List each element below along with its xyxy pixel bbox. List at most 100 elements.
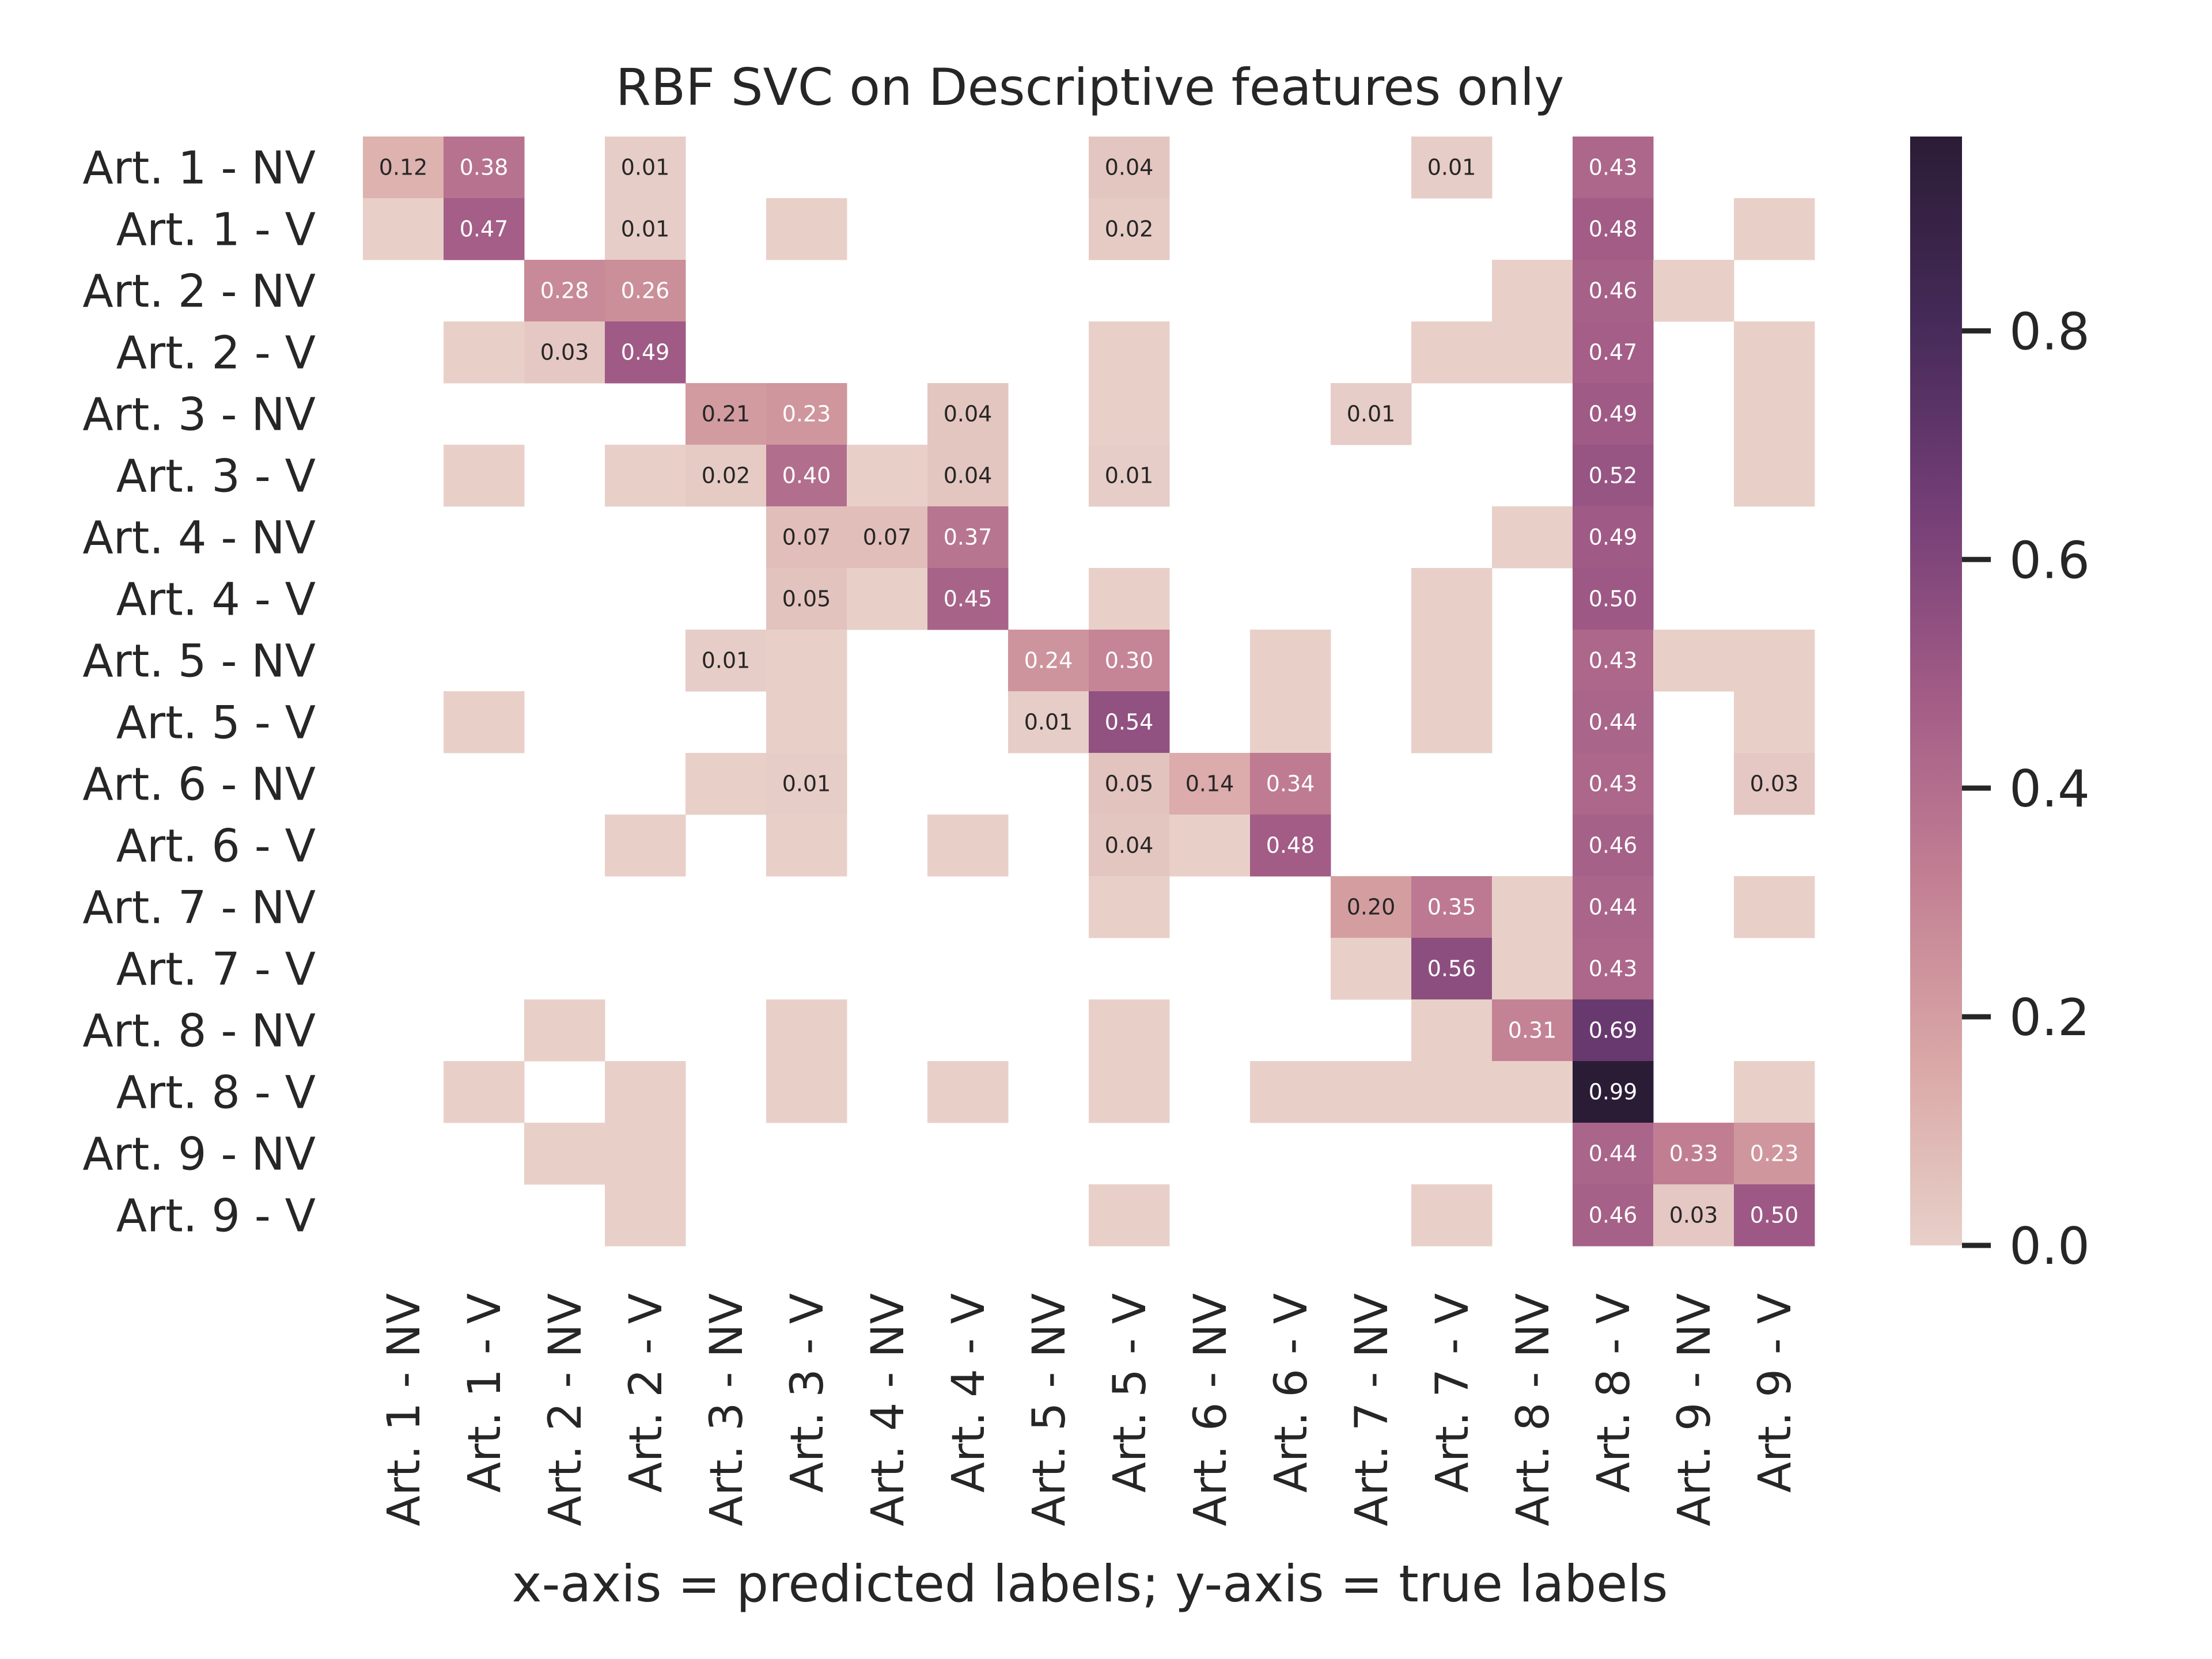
heatmap-cell xyxy=(1734,753,1815,815)
cell-value-label: 0.07 xyxy=(782,525,831,550)
heatmap-cell xyxy=(1653,630,1734,692)
heatmap-cell xyxy=(1411,938,1493,1000)
heatmap-cell xyxy=(524,1123,605,1185)
heatmap-cell xyxy=(766,1061,847,1123)
heatmap-cell xyxy=(1411,876,1493,938)
x-tick-label: Art. 2 - V xyxy=(620,1293,672,1493)
heatmap-cell xyxy=(1492,260,1573,322)
x-tick-label: Art. 8 - V xyxy=(1588,1293,1640,1493)
heatmap-cell xyxy=(1331,938,1412,1000)
heatmap-cell xyxy=(444,321,525,384)
heatmap-cell xyxy=(1734,630,1815,692)
cell-value-label: 0.56 xyxy=(1427,956,1476,982)
heatmap-cell xyxy=(444,137,525,199)
cell-value-label: 0.49 xyxy=(1589,402,1638,427)
heatmap-cell xyxy=(363,198,444,260)
heatmap-cell xyxy=(1250,691,1331,753)
y-tick-labels: Art. 1 - NV Art. 1 - V Art. 2 - NV Art. 2 -… xyxy=(82,143,316,1243)
cell-value-label: 0.37 xyxy=(944,525,993,550)
heatmap-cell xyxy=(1411,630,1493,692)
cell-value-label: 0.03 xyxy=(1669,1203,1718,1228)
cell-annotations: 0.12 0.38 0.01 0.04 0.01 0.43 0.47 0.01 0.02 0.48… xyxy=(379,155,1799,1228)
cell-value-label: 0.43 xyxy=(1589,155,1638,180)
heatmap-cell xyxy=(1411,568,1493,630)
y-tick-label: Art. 5 - NV xyxy=(82,636,316,688)
heatmap-cell xyxy=(1573,876,1654,938)
heatmap-cell xyxy=(1573,1061,1654,1123)
colorbar-tick-label: 0.8 xyxy=(2009,302,2090,361)
heatmap-cell xyxy=(766,198,847,260)
heatmap-cell xyxy=(605,1184,686,1247)
heatmap-cell xyxy=(1734,691,1815,753)
heatmap-cell xyxy=(1169,815,1251,877)
cell-value-label: 0.43 xyxy=(1589,956,1638,982)
x-tick-label: Art. 9 - V xyxy=(1749,1293,1801,1493)
y-tick-label: Art. 1 - V xyxy=(116,204,316,256)
y-tick-label: Art. 9 - V xyxy=(116,1191,316,1243)
cell-value-label: 0.44 xyxy=(1589,710,1638,735)
cell-value-label: 0.43 xyxy=(1589,648,1638,673)
heatmap-cell xyxy=(1331,383,1412,445)
cell-value-label: 0.20 xyxy=(1347,895,1396,920)
x-tick-label: Art. 7 - NV xyxy=(1346,1293,1398,1527)
cell-value-label: 0.34 xyxy=(1266,771,1315,797)
cell-value-label: 0.01 xyxy=(782,771,831,797)
heatmap-cell xyxy=(927,383,1009,445)
heatmap-cell xyxy=(766,815,847,877)
heatmap-cell xyxy=(524,260,605,322)
heatmap-cell xyxy=(847,445,928,507)
heatmap-cell xyxy=(1492,938,1573,1000)
cell-value-label: 0.01 xyxy=(1024,710,1073,735)
heatmap-cell xyxy=(1653,260,1734,322)
heatmap-cell xyxy=(1734,445,1815,507)
heatmap-cell xyxy=(1089,753,1170,815)
heatmap-cell xyxy=(1573,815,1654,877)
x-tick-labels: Art. 1 - NV Art. 1 - V Art. 2 - NV Art. 2 -… xyxy=(378,1293,1801,1527)
x-tick-label: Art. 9 - NV xyxy=(1669,1293,1721,1527)
heatmap-cell xyxy=(605,1061,686,1123)
heatmap-cell xyxy=(1089,876,1170,938)
y-tick-label: Art. 6 - V xyxy=(116,821,316,873)
cell-value-label: 0.21 xyxy=(702,402,751,427)
heatmap-cell xyxy=(766,506,847,569)
heatmap-cell xyxy=(927,445,1009,507)
cell-value-label: 0.07 xyxy=(863,525,912,550)
heatmap-cell xyxy=(1411,999,1493,1062)
cell-value-label: 0.46 xyxy=(1589,1203,1638,1228)
heatmap-cell xyxy=(1573,383,1654,445)
heatmap-cell xyxy=(1573,137,1654,199)
cell-value-label: 0.33 xyxy=(1669,1141,1718,1166)
x-tick-label: Art. 4 - V xyxy=(943,1293,995,1493)
cell-value-label: 0.49 xyxy=(1589,525,1638,550)
heatmap-cell xyxy=(766,568,847,630)
cell-value-label: 0.23 xyxy=(1750,1141,1799,1166)
heatmap-cell xyxy=(927,815,1009,877)
cell-value-label: 0.38 xyxy=(460,155,509,180)
heatmap-cell xyxy=(1492,506,1573,569)
heatmap-cell xyxy=(605,445,686,507)
cell-value-label: 0.48 xyxy=(1589,217,1638,242)
cell-value-label: 0.28 xyxy=(540,278,589,304)
cell-value-label: 0.04 xyxy=(944,402,993,427)
cell-value-label: 0.30 xyxy=(1105,648,1154,673)
heatmap-cell xyxy=(1573,753,1654,815)
heatmap-cell xyxy=(1331,1061,1412,1123)
colorbar-tick-label: 0.0 xyxy=(2009,1217,2090,1276)
heatmap-cell xyxy=(1008,691,1089,753)
cell-value-label: 0.03 xyxy=(540,340,589,365)
heatmap-cell xyxy=(927,506,1009,569)
heatmap-cell xyxy=(927,1061,1009,1123)
heatmap-cell xyxy=(444,445,525,507)
heatmap-cell xyxy=(1411,137,1493,199)
cell-value-label: 0.31 xyxy=(1508,1018,1557,1043)
heatmap-cell xyxy=(1573,691,1654,753)
cell-value-label: 0.49 xyxy=(621,340,670,365)
heatmap-cell xyxy=(1653,1123,1734,1185)
cell-value-label: 0.50 xyxy=(1750,1203,1799,1228)
y-tick-label: Art. 1 - NV xyxy=(82,143,316,195)
heatmap-cell xyxy=(1250,815,1331,877)
y-tick-label: Art. 8 - NV xyxy=(82,1006,316,1058)
y-tick-label: Art. 9 - NV xyxy=(82,1129,316,1181)
heatmap-cell xyxy=(1250,753,1331,815)
